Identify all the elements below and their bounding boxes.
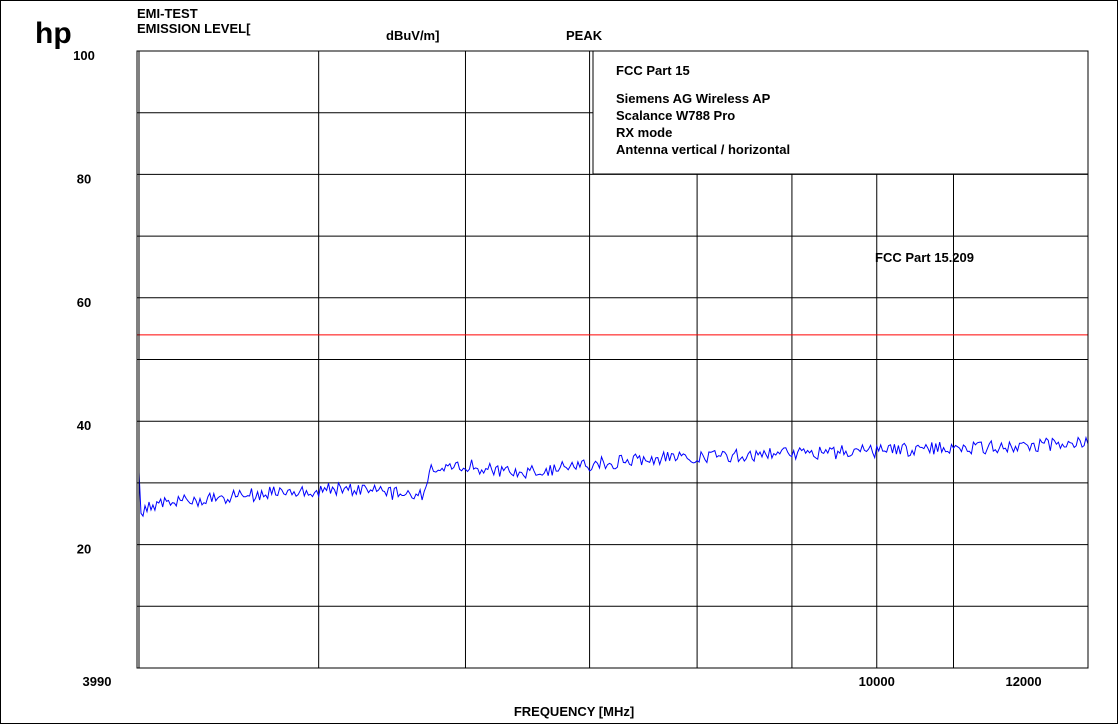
- x-tick-label: 10000: [859, 674, 895, 689]
- emission-trace-line: [138, 435, 1089, 518]
- x-tick-label: 3990: [83, 674, 112, 689]
- y-tick-label: 100: [73, 48, 95, 63]
- limit-line-label: FCC Part 15.209: [875, 250, 974, 265]
- series-group: [138, 435, 1089, 518]
- info-box-line: RX mode: [616, 125, 672, 140]
- x-axis-label: FREQUENCY [MHz]: [514, 704, 634, 719]
- info-box-line: FCC Part 15: [616, 63, 690, 78]
- x-tick-label: 12000: [1005, 674, 1041, 689]
- y-tick-label: 20: [77, 542, 91, 557]
- info-box: FCC Part 15 Siemens AG Wireless AP Scalanc…: [592, 50, 1089, 175]
- y-axis-ticks: 100 80 60 40 20: [73, 48, 95, 557]
- emission-level-label: EMISSION LEVEL[: [137, 21, 251, 36]
- y-tick-label: 60: [77, 295, 91, 310]
- y-tick-label: 40: [77, 418, 91, 433]
- detector-label: PEAK: [566, 28, 603, 43]
- hp-logo: hp: [35, 17, 72, 50]
- x-axis-ticks: 3990 10000 12000: [83, 674, 1042, 689]
- limit-line-group: FCC Part 15.209: [137, 250, 1088, 336]
- unit-label: dBuV/m]: [386, 28, 439, 43]
- plot-frame: [136, 50, 1089, 669]
- info-box-frame: [592, 50, 1089, 175]
- plot-grid: [137, 51, 1088, 668]
- info-box-line: Scalance W788 Pro: [616, 108, 735, 123]
- info-box-line: Siemens AG Wireless AP: [616, 91, 771, 106]
- test-name: EMI-TEST: [137, 6, 198, 21]
- info-box-line: Antenna vertical / horizontal: [616, 142, 790, 157]
- y-tick-label: 80: [77, 171, 91, 186]
